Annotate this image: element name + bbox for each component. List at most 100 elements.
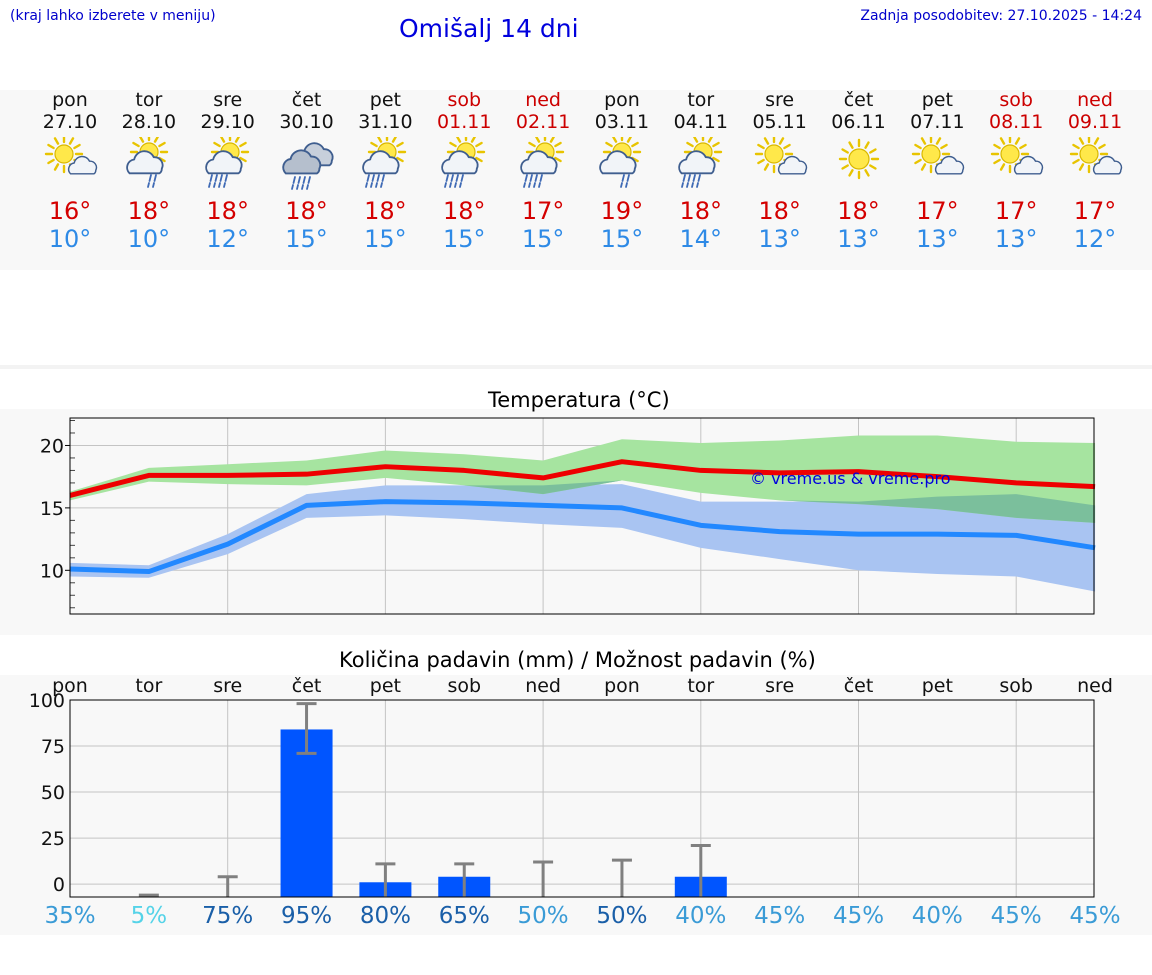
max-temperature: 18° xyxy=(837,197,880,225)
max-temperature-line xyxy=(69,459,1096,498)
day-date: 30.10 xyxy=(279,111,334,133)
day-name: sre xyxy=(213,89,243,111)
max-temperature: 17° xyxy=(916,197,959,225)
day-date: 05.11 xyxy=(752,111,807,133)
sun-cloud-icon xyxy=(912,137,965,175)
y-tick-label: 10 xyxy=(40,560,64,582)
max-temperature: 18° xyxy=(127,197,171,225)
min-temperature: 13° xyxy=(994,225,1038,253)
day-name: pon xyxy=(52,89,88,111)
day-name: ned xyxy=(1077,89,1113,111)
daily-forecast: pon 27.10 16° 10° tor 28.10 18° 10° sre 29.10 18° 1… xyxy=(0,89,1152,269)
plot-border xyxy=(69,699,1095,898)
day-column: ned 02.11 17° 15° xyxy=(503,89,583,253)
forecast-band xyxy=(0,90,1152,270)
day-name: sob xyxy=(447,89,482,111)
day-column: sre 29.10 18° 12° xyxy=(188,89,268,253)
precipitation-probability: 50% xyxy=(517,903,569,929)
day-column: tor 28.10 18° 10° xyxy=(109,89,189,253)
x-category-label: tor xyxy=(135,675,162,697)
sun-cloud-light-rain-icon xyxy=(599,137,642,188)
min-temperature: 15° xyxy=(600,225,644,253)
min-temperature: 15° xyxy=(364,225,407,253)
day-name: čet xyxy=(291,89,322,111)
day-date: 29.10 xyxy=(200,111,255,133)
max-temperature: 19° xyxy=(600,197,644,225)
day-column: pon 03.11 19° 15° xyxy=(582,89,662,253)
watermark: © vreme.us & vreme.pro xyxy=(750,469,951,488)
x-category-label: pon xyxy=(604,675,640,697)
sun-cloud-rain-icon xyxy=(441,137,486,188)
x-category-label: pet xyxy=(922,675,953,697)
day-date: 04.11 xyxy=(673,111,728,133)
day-date: 08.11 xyxy=(988,111,1044,133)
min-temperature-band xyxy=(70,484,1096,592)
day-column: pet 07.11 17° 13° xyxy=(897,89,977,253)
day-name: sob xyxy=(999,89,1033,111)
day-column: čet 30.10 18° 15° xyxy=(267,89,347,253)
heavy-cloud-rain-icon xyxy=(281,142,334,190)
precipitation-chart-title: Količina padavin (mm) / Možnost padavin … xyxy=(339,648,816,672)
y-tick-label: 15 xyxy=(40,498,64,520)
sun-cloud-light-rain-icon xyxy=(126,137,169,188)
sun-cloud-icon xyxy=(990,137,1044,175)
x-category-label: sre xyxy=(765,675,794,697)
min-temperature: 12° xyxy=(1073,225,1117,253)
sun-cloud-rain-icon xyxy=(520,137,565,188)
precipitation-probability: 75% xyxy=(202,903,254,929)
day-name: tor xyxy=(135,89,163,111)
max-temperature: 17° xyxy=(994,197,1038,225)
day-column: sob 01.11 18° 15° xyxy=(424,89,504,253)
min-temperature-line xyxy=(69,499,1096,575)
min-temperature: 15° xyxy=(521,225,565,253)
day-column: sre 05.11 18° 13° xyxy=(740,89,820,253)
band-overlap xyxy=(70,477,1096,523)
x-category-label: ned xyxy=(1077,675,1113,697)
min-temperature: 10° xyxy=(127,225,171,253)
x-category-label: čet xyxy=(292,675,322,697)
sun-icon xyxy=(838,138,879,180)
min-temperature: 13° xyxy=(916,225,959,253)
x-category-label: ned xyxy=(525,675,561,697)
sun-cloud-rain-icon xyxy=(204,137,249,188)
day-date: 03.11 xyxy=(594,111,650,133)
y-tick-label: 75 xyxy=(41,736,65,758)
day-date: 28.10 xyxy=(121,111,177,133)
min-temperature: 10° xyxy=(48,225,92,253)
precipitation-probability: 80% xyxy=(359,903,411,929)
day-column: čet 06.11 18° 13° xyxy=(819,89,899,253)
max-temperature: 18° xyxy=(206,197,249,225)
min-temperature: 12° xyxy=(206,225,249,253)
sun-cloud-icon xyxy=(754,137,807,175)
precipitation-probability: 45% xyxy=(990,903,1042,929)
day-date: 31.10 xyxy=(358,111,413,133)
precipitation-probability: 45% xyxy=(754,903,806,929)
sun-cloud-icon xyxy=(1069,137,1123,175)
precipitation-probability: 50% xyxy=(596,903,648,929)
min-temperature: 15° xyxy=(285,225,328,253)
plot-border xyxy=(69,417,1095,615)
sun-cloud-rain-icon xyxy=(362,137,407,188)
x-category-label: sob xyxy=(999,675,1033,697)
probability-row: 35% 5% 75% 95% 80% 65% 50% 50% 40% 45% 45% 40% 45% 45… xyxy=(0,903,1152,933)
x-category-label: tor xyxy=(687,675,714,697)
precipitation-probability: 45% xyxy=(832,903,885,929)
location-hint: (kraj lahko izberete v meniju) xyxy=(10,8,216,24)
day-date: 06.11 xyxy=(831,111,886,133)
x-category-label: čet xyxy=(844,675,874,697)
precipitation-probability: 35% xyxy=(44,903,96,929)
last-updated: Zadnja posodobitev: 27.10.2025 - 14:24 xyxy=(860,8,1142,24)
x-category-label: pet xyxy=(370,675,401,697)
y-tick-label: 100 xyxy=(29,690,65,712)
day-name: pon xyxy=(604,89,640,111)
temperature-chart: 10 15 20 © vreme.us & vreme.pro xyxy=(40,417,1096,615)
sun-cloud-rain-icon xyxy=(678,137,722,188)
max-temperature: 16° xyxy=(48,197,92,225)
day-name: tor xyxy=(687,89,715,111)
y-tick-label: 25 xyxy=(41,828,65,850)
day-column: ned 09.11 17° 12° xyxy=(1055,89,1135,253)
day-column: pet 31.10 18° 15° xyxy=(345,89,425,253)
precipitation-probability: 95% xyxy=(280,903,333,929)
x-category-label: sre xyxy=(213,675,242,697)
plot-area xyxy=(69,699,1095,898)
